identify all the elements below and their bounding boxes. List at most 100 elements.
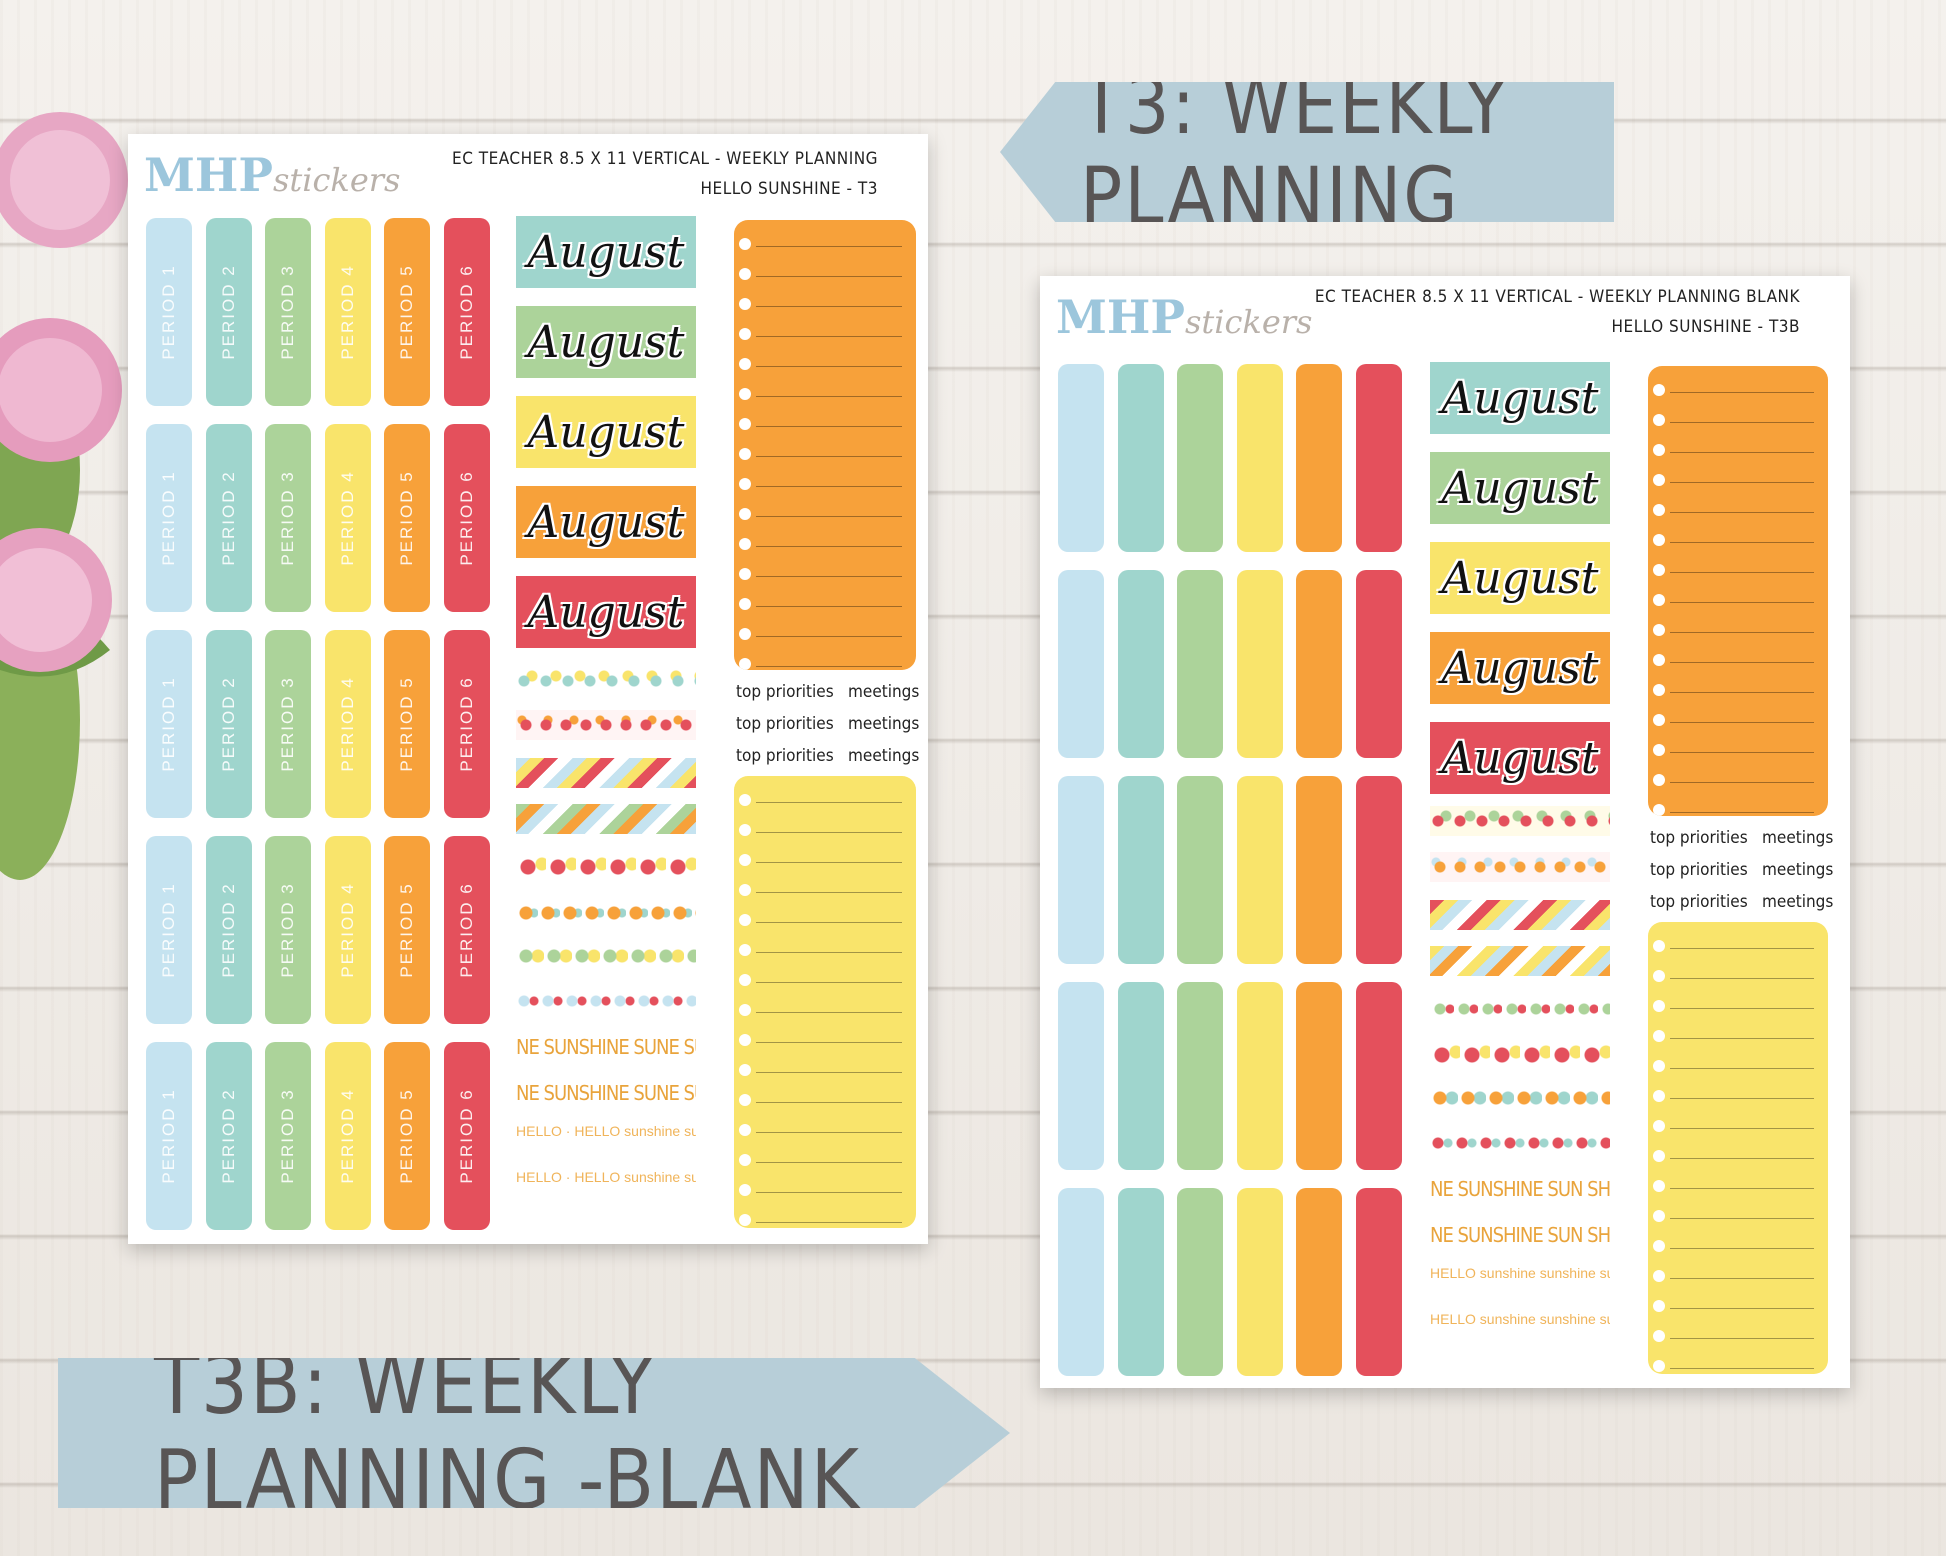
bullet-dot [1653, 744, 1665, 756]
bullet-dot [739, 1064, 751, 1076]
pink-flowers-decoration [0, 112, 128, 880]
list-rule [1670, 782, 1814, 783]
bullet-dot [1653, 534, 1665, 546]
period-tab-label: PERIOD 1 [159, 1088, 178, 1184]
period-tab: PERIOD 4 [324, 424, 371, 612]
bullet-dot [1653, 1120, 1665, 1132]
list-rule [1670, 1188, 1814, 1189]
month-label: August [516, 216, 696, 288]
period-tab: PERIOD 4 [324, 218, 371, 406]
bullet-dot [739, 268, 751, 280]
banner-weekly-planning: T3: WEEKLY PLANNING [1000, 82, 1614, 222]
blank-tab [1296, 570, 1342, 758]
period-tab-label: PERIOD 1 [159, 676, 178, 772]
period-tab-label: PERIOD 3 [278, 470, 297, 566]
logo-bold: MHP [1056, 290, 1185, 344]
bullet-dot [739, 328, 751, 340]
period-tab: PERIOD 6 [443, 218, 490, 406]
blank-tab [1355, 570, 1402, 758]
list-rule [756, 1102, 902, 1103]
list-rule [756, 576, 902, 577]
logo-script: stickers [272, 161, 401, 199]
banner-bottom-text: T3B: WEEKLY PLANNING -BLANK [154, 1338, 862, 1528]
list-rule [1670, 1308, 1814, 1309]
banner-top-text: T3: WEEKLY PLANNING [1080, 62, 1510, 242]
list-rule [756, 366, 902, 367]
blank-tab [1177, 1188, 1223, 1376]
sheet-title: EC TEACHER 8.5 X 11 VERTICAL - WEEKLY PL… [452, 144, 878, 204]
period-tab: PERIOD 1 [146, 218, 192, 406]
period-tab-label: PERIOD 4 [337, 882, 357, 978]
period-tab-label: PERIOD 1 [159, 470, 178, 566]
banner-weekly-planning-blank: T3B: WEEKLY PLANNING -BLANK [58, 1358, 1010, 1508]
sheet-title: EC TEACHER 8.5 X 11 VERTICAL - WEEKLY PL… [1315, 282, 1800, 342]
list-rule [756, 666, 902, 667]
meetings-label: meetings [1762, 828, 1834, 848]
period-tab-label: PERIOD 4 [337, 470, 357, 566]
bullet-dot [739, 538, 751, 550]
floral-strip [516, 986, 696, 1016]
floral-strip [1430, 806, 1610, 836]
bullet-dot [739, 478, 751, 490]
bullet-dot [739, 448, 751, 460]
list-rule [756, 1192, 902, 1193]
period-tab-label: PERIOD 5 [397, 676, 416, 772]
list-rule [1670, 948, 1814, 949]
meetings-label: meetings [1762, 860, 1834, 880]
orange-lined-list [1648, 366, 1828, 816]
sheet-title-line1: EC TEACHER 8.5 X 11 VERTICAL - WEEKLY PL… [452, 149, 878, 169]
list-rule [1670, 1098, 1814, 1099]
bullet-dot [1653, 654, 1665, 666]
period-tab: PERIOD 1 [146, 1042, 192, 1230]
period-tab-label: PERIOD 1 [159, 882, 178, 978]
meetings-label: meetings [848, 682, 920, 702]
list-rule [1670, 1278, 1814, 1279]
striped-strip [516, 804, 696, 834]
list-rule [1670, 542, 1814, 543]
list-rule [756, 1042, 902, 1043]
month-label: August [1430, 632, 1610, 704]
top-priorities-label: top priorities [1650, 828, 1748, 848]
blank-tab [1117, 570, 1164, 758]
sheet-title-line2: HELLO SUNSHINE - T3B [1611, 317, 1800, 337]
floral-strip [1430, 852, 1610, 882]
month-label: August [516, 576, 696, 648]
sticker-sheet-t3b: MHPstickers EC TEACHER 8.5 X 11 VERTICAL… [1040, 276, 1850, 1388]
period-tab-label: PERIOD 4 [337, 1088, 357, 1184]
floral-strip [1430, 1128, 1610, 1158]
list-rule [756, 982, 902, 983]
top-priorities-label: top priorities [1650, 860, 1748, 880]
list-rule [756, 892, 902, 893]
floral-strip [516, 666, 696, 696]
bullet-dot [739, 658, 751, 670]
bullet-dot [739, 914, 751, 926]
meetings-label: meetings [848, 746, 920, 766]
bullet-dot [1653, 1240, 1665, 1252]
blank-tab [1355, 776, 1402, 964]
list-rule [1670, 978, 1814, 979]
list-rule [756, 862, 902, 863]
period-tab-label: PERIOD 1 [159, 264, 178, 360]
blank-tab [1177, 570, 1223, 758]
bullet-dot [739, 418, 751, 430]
month-label: August [516, 396, 696, 468]
floral-strip [1430, 1040, 1610, 1070]
period-tab-label: PERIOD 3 [278, 882, 297, 978]
period-tab: PERIOD 4 [324, 1042, 371, 1230]
list-rule [1670, 1068, 1814, 1069]
period-tab: PERIOD 2 [205, 630, 252, 818]
bullet-dot [739, 358, 751, 370]
list-rule [756, 832, 902, 833]
bullet-dot [1653, 970, 1665, 982]
blank-tab [1355, 982, 1402, 1170]
blank-tab [1058, 982, 1104, 1170]
bullet-dot [1653, 444, 1665, 456]
period-tab-label: PERIOD 6 [456, 264, 476, 360]
list-rule [756, 246, 902, 247]
list-rule [756, 922, 902, 923]
bullet-dot [739, 944, 751, 956]
period-tab-label: PERIOD 5 [397, 1088, 416, 1184]
period-tab: PERIOD 2 [205, 836, 252, 1024]
blank-tab [1296, 1188, 1342, 1376]
list-rule [756, 276, 902, 277]
